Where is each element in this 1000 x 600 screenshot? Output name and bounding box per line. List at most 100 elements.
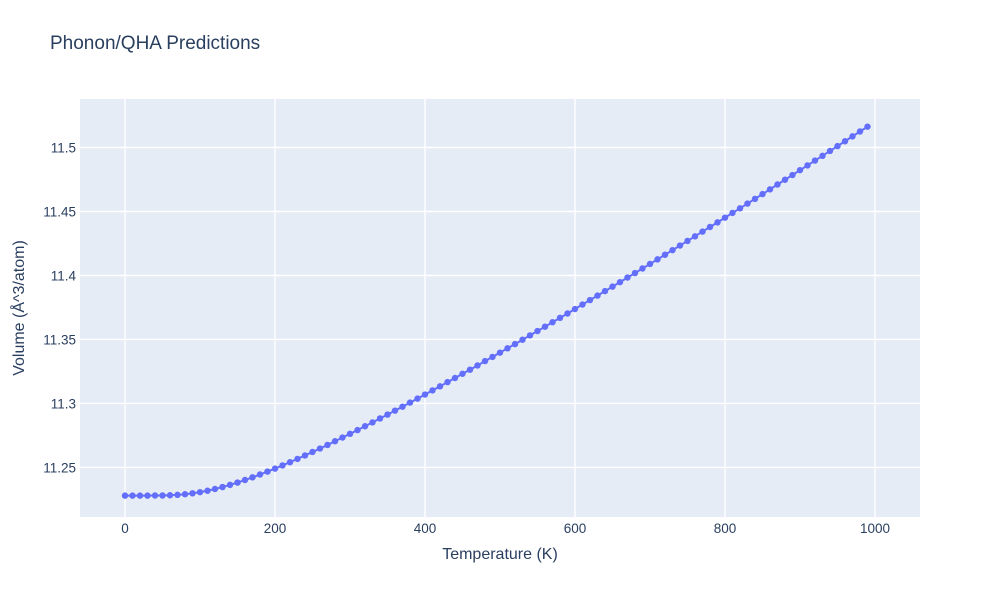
data-point-marker[interactable] (211, 485, 219, 493)
data-point-marker[interactable] (159, 492, 166, 499)
data-point-marker[interactable] (429, 387, 436, 394)
data-point-marker[interactable] (174, 491, 181, 499)
data-point-marker[interactable] (391, 407, 399, 414)
data-point-marker[interactable] (864, 123, 871, 130)
data-point-marker[interactable] (766, 186, 774, 193)
data-point-marker[interactable] (639, 265, 646, 272)
data-point-marker[interactable] (579, 301, 586, 308)
data-point-marker[interactable] (474, 362, 481, 369)
data-point-marker[interactable] (571, 305, 579, 313)
data-point-marker[interactable] (511, 340, 519, 348)
data-point-marker[interactable] (744, 200, 751, 207)
data-point-marker[interactable] (699, 228, 706, 235)
data-point-marker[interactable] (654, 256, 661, 263)
data-point-marker[interactable] (354, 426, 361, 434)
data-point-marker[interactable] (286, 459, 294, 466)
data-point-marker[interactable] (736, 205, 744, 212)
data-point-marker[interactable] (339, 434, 346, 441)
data-point-marker[interactable] (684, 237, 691, 245)
data-point-marker[interactable] (691, 233, 699, 240)
data-point-marker[interactable] (676, 242, 684, 249)
data-point-marker[interactable] (369, 419, 376, 426)
data-point-marker[interactable] (774, 181, 781, 188)
data-point-marker[interactable] (496, 349, 504, 356)
data-point-marker[interactable] (609, 283, 616, 290)
data-point-marker[interactable] (721, 214, 729, 221)
data-point-marker[interactable] (436, 383, 444, 390)
data-point-marker[interactable] (781, 176, 789, 183)
plot-area[interactable] (80, 99, 920, 517)
data-point-marker[interactable] (834, 142, 841, 150)
data-point-marker[interactable] (226, 481, 234, 489)
data-point-marker[interactable] (534, 327, 541, 335)
data-point-marker[interactable] (361, 423, 369, 430)
data-point-marker[interactable] (444, 378, 451, 386)
data-point-marker[interactable] (331, 438, 339, 445)
data-point-marker[interactable] (796, 166, 804, 174)
data-point-marker[interactable] (714, 219, 721, 226)
data-point-marker[interactable] (249, 474, 256, 481)
data-point-marker[interactable] (144, 492, 151, 499)
trace-markers[interactable] (121, 123, 871, 499)
data-point-marker[interactable] (189, 490, 196, 497)
data-point-marker[interactable] (121, 492, 129, 499)
data-point-marker[interactable] (166, 492, 174, 499)
data-point-marker[interactable] (421, 391, 429, 398)
data-point-marker[interactable] (346, 430, 354, 438)
data-point-marker[interactable] (181, 491, 189, 498)
data-point-marker[interactable] (811, 157, 819, 164)
data-point-marker[interactable] (616, 278, 624, 286)
data-point-marker[interactable] (234, 479, 241, 486)
data-point-marker[interactable] (406, 399, 414, 406)
data-point-marker[interactable] (759, 190, 766, 198)
data-point-marker[interactable] (241, 476, 249, 484)
data-point-marker[interactable] (466, 366, 474, 373)
data-point-marker[interactable] (384, 411, 391, 418)
data-point-marker[interactable] (631, 269, 639, 277)
data-point-marker[interactable] (399, 403, 406, 410)
data-point-marker[interactable] (519, 336, 526, 343)
data-point-marker[interactable] (481, 357, 489, 365)
data-point-marker[interactable] (849, 133, 856, 140)
data-point-marker[interactable] (136, 492, 144, 499)
data-point-marker[interactable] (526, 332, 534, 339)
data-point-marker[interactable] (264, 468, 271, 475)
data-point-marker[interactable] (594, 292, 601, 299)
data-point-marker[interactable] (279, 462, 286, 469)
data-point-marker[interactable] (504, 345, 511, 352)
data-point-marker[interactable] (669, 246, 676, 254)
data-point-marker[interactable] (309, 448, 316, 456)
data-point-marker[interactable] (549, 319, 556, 326)
data-point-marker[interactable] (751, 195, 759, 203)
data-point-marker[interactable] (459, 370, 466, 377)
data-point-marker[interactable] (219, 483, 226, 491)
data-point-marker[interactable] (256, 471, 264, 478)
data-point-marker[interactable] (841, 138, 849, 145)
data-point-marker[interactable] (819, 152, 826, 160)
data-point-marker[interactable] (729, 209, 736, 217)
data-point-marker[interactable] (661, 251, 669, 258)
data-point-marker[interactable] (376, 415, 384, 422)
data-point-marker[interactable] (294, 455, 301, 463)
data-point-marker[interactable] (706, 223, 714, 231)
data-point-marker[interactable] (646, 260, 654, 268)
data-point-marker[interactable] (826, 147, 834, 155)
data-point-marker[interactable] (624, 274, 631, 281)
data-point-marker[interactable] (451, 374, 459, 382)
data-point-marker[interactable] (556, 314, 564, 322)
data-point-marker[interactable] (564, 310, 571, 317)
data-point-marker[interactable] (856, 128, 864, 135)
data-point-marker[interactable] (129, 492, 136, 499)
data-point-marker[interactable] (489, 353, 496, 361)
data-point-marker[interactable] (151, 492, 159, 499)
data-point-marker[interactable] (804, 162, 811, 169)
data-point-marker[interactable] (789, 171, 796, 179)
data-point-marker[interactable] (204, 487, 211, 494)
data-point-marker[interactable] (414, 395, 421, 402)
data-point-marker[interactable] (301, 452, 309, 459)
data-point-marker[interactable] (196, 488, 204, 496)
data-point-marker[interactable] (541, 323, 549, 330)
data-point-marker[interactable] (601, 287, 609, 295)
data-point-marker[interactable] (324, 441, 331, 449)
